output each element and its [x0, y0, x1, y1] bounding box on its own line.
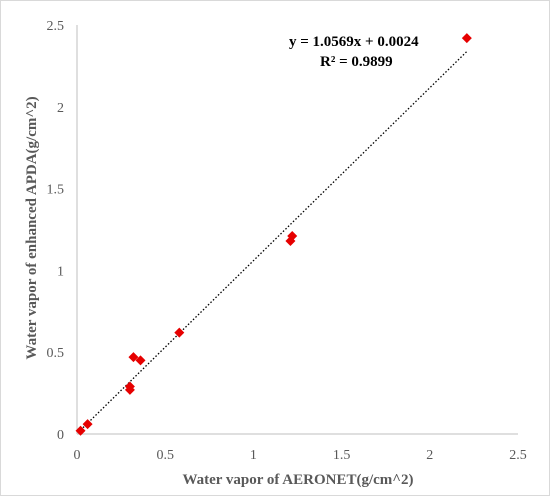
y-axis-title: Water vapor of enhanced APDA(g/cm^2)	[24, 96, 40, 359]
data-point-marker	[124, 381, 135, 392]
x-tick-labels: 0 0.5 1 1.5 2 2.5	[74, 448, 527, 463]
y-tick-label: 1.5	[47, 183, 65, 198]
y-tick-labels: 0 0.5 1 1.5 2 2.5	[47, 19, 65, 443]
data-point-marker	[287, 231, 298, 242]
data-point-marker	[128, 352, 139, 363]
trendline-r2: R² = 0.9899	[320, 54, 393, 70]
x-tick-label: 0	[74, 448, 81, 463]
data-point-marker	[461, 33, 472, 44]
x-axis-title: Water vapor of AERONET(g/cm^2)	[182, 472, 413, 488]
data-point-marker	[174, 327, 185, 338]
y-tick-label: 0.5	[47, 346, 65, 361]
x-tick-label: 1	[250, 448, 257, 463]
trendline	[80, 51, 468, 431]
y-tick-label: 0	[57, 428, 64, 443]
x-tick-label: 2.5	[509, 448, 527, 463]
data-points	[75, 33, 472, 436]
trendline-equation: y = 1.0569x + 0.0024	[289, 34, 419, 50]
x-tick-label: 1.5	[333, 448, 351, 463]
x-tick-label: 2	[426, 448, 433, 463]
data-point-marker	[82, 419, 93, 430]
y-tick-label: 2.5	[47, 19, 65, 34]
x-tick-label: 0.5	[156, 448, 174, 463]
y-tick-label: 1	[57, 264, 64, 279]
data-point-marker	[135, 355, 146, 366]
y-tick-label: 2	[57, 101, 64, 116]
data-point-marker	[75, 425, 86, 436]
